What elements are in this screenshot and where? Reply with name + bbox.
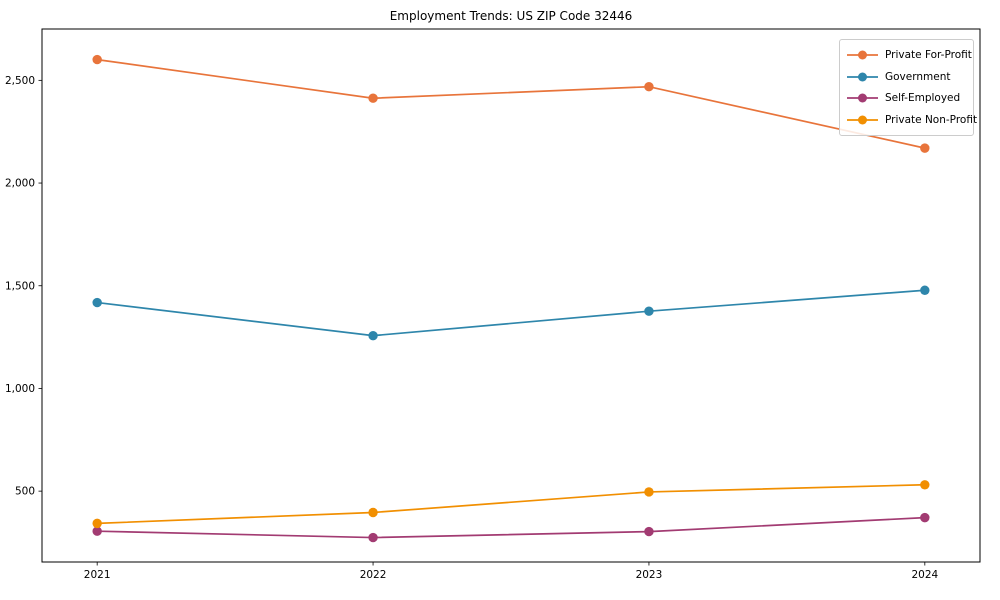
series-marker-government [92, 297, 102, 308]
legend-item-self-employed: Self-Employed [847, 92, 967, 104]
legend-marker-icon [847, 72, 878, 82]
legend-marker-icon [847, 93, 878, 103]
legend-marker-icon [847, 50, 878, 60]
chart-title: Employment Trends: US ZIP Code 32446 [389, 9, 633, 23]
y-tick-label: 1,500 [5, 280, 35, 292]
series-marker-private-for-profit [644, 82, 654, 92]
series-line-private-non-profit [97, 483, 925, 525]
series-marker-self-employed [644, 526, 654, 537]
legend-item-government: Government [847, 71, 967, 83]
series-marker-self-employed [368, 532, 378, 543]
series-marker-government [644, 306, 654, 316]
series-marker-private-non-profit [92, 518, 102, 529]
x-tick-label: 2024 [911, 569, 938, 581]
series-marker-private-non-profit [644, 487, 654, 497]
series-marker-private-non-profit [920, 480, 930, 490]
series-line-private-for-profit [97, 58, 926, 149]
series-line-government [97, 289, 925, 337]
series-line-self-employed [97, 516, 925, 539]
legend-label: Self-Employed [885, 92, 961, 105]
legend-item-private-non-profit: Private Non-Profit [847, 114, 977, 126]
series-marker-government [368, 330, 378, 341]
legend-item-private-for-profit: Private For-Profit [847, 49, 972, 61]
y-tick-label: 2,000 [5, 178, 35, 190]
series-marker-private-for-profit [92, 54, 102, 65]
y-tick-label: 1,000 [5, 383, 35, 395]
series-marker-private-non-profit [368, 507, 378, 518]
x-tick-label: 2023 [636, 569, 663, 581]
legend-label: Government [885, 70, 951, 83]
series-marker-government [920, 285, 930, 295]
series-marker-private-for-profit [368, 93, 378, 103]
series-marker-self-employed [92, 526, 102, 536]
y-tick-label: 500 [15, 486, 35, 498]
series-marker-self-employed [920, 512, 930, 523]
legend: Private For-Profit Government Self-Employe… [839, 39, 977, 136]
axes-frame [41, 28, 981, 563]
x-tick-label: 2021 [84, 569, 111, 581]
y-tick-label: 2,500 [5, 75, 35, 87]
x-tick-label: 2022 [360, 569, 387, 581]
legend-label: Private Non-Profit [885, 114, 978, 127]
legend-marker-icon [847, 115, 878, 125]
series-marker-private-for-profit [920, 143, 930, 153]
legend-label: Private For-Profit [885, 48, 972, 61]
